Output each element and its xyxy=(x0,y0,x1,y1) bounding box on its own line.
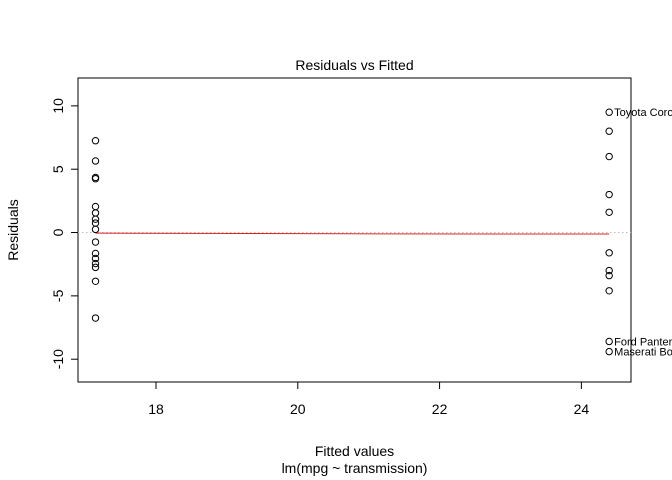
residual-point xyxy=(605,152,613,161)
residual-point xyxy=(91,175,100,183)
y-tick-label: 10 xyxy=(50,98,66,114)
x-tick-label: 24 xyxy=(574,401,590,417)
residual-point xyxy=(91,249,100,258)
residual-point xyxy=(605,266,613,275)
residual-point xyxy=(91,225,100,234)
residual-point xyxy=(605,337,613,346)
residual-point xyxy=(605,208,613,216)
y-axis-label: Residuals xyxy=(5,199,21,260)
model-formula-label: lm(mpg ~ transmission) xyxy=(282,460,428,476)
y-tick-label: 5 xyxy=(50,165,66,173)
residual-point xyxy=(91,238,100,246)
residual-point xyxy=(91,259,100,268)
residual-point xyxy=(605,127,613,135)
residual-point xyxy=(91,209,100,217)
residual-point xyxy=(91,277,100,285)
outlier-label: Ford Pantera L xyxy=(614,336,672,348)
residual-point xyxy=(91,157,100,165)
outlier-label: Maserati Bora xyxy=(614,347,672,359)
outlier-label: Toyota Corolla xyxy=(614,107,672,119)
residual-point xyxy=(91,314,100,322)
residual-point xyxy=(605,347,613,356)
residual-point xyxy=(91,202,100,211)
residual-point xyxy=(605,287,613,295)
residual-point xyxy=(91,219,100,227)
residual-point xyxy=(91,263,100,272)
y-tick-label: -10 xyxy=(50,349,66,369)
chart-title: Residuals vs Fitted xyxy=(295,57,413,73)
residual-point xyxy=(605,271,613,280)
residual-point xyxy=(91,215,100,223)
smoother-line xyxy=(95,232,610,235)
residual-point xyxy=(605,249,613,257)
plot-frame xyxy=(77,77,632,383)
residual-point xyxy=(91,137,100,145)
x-tick-label: 22 xyxy=(432,401,448,417)
residual-point xyxy=(91,254,100,263)
residual-point xyxy=(605,190,613,199)
residual-point xyxy=(605,108,613,116)
x-tick-label: 20 xyxy=(290,401,306,417)
y-tick-label: 0 xyxy=(50,228,66,236)
x-axis-label: Fitted values xyxy=(315,443,394,459)
y-tick-label: -5 xyxy=(50,289,66,302)
x-tick-label: 18 xyxy=(148,401,164,417)
